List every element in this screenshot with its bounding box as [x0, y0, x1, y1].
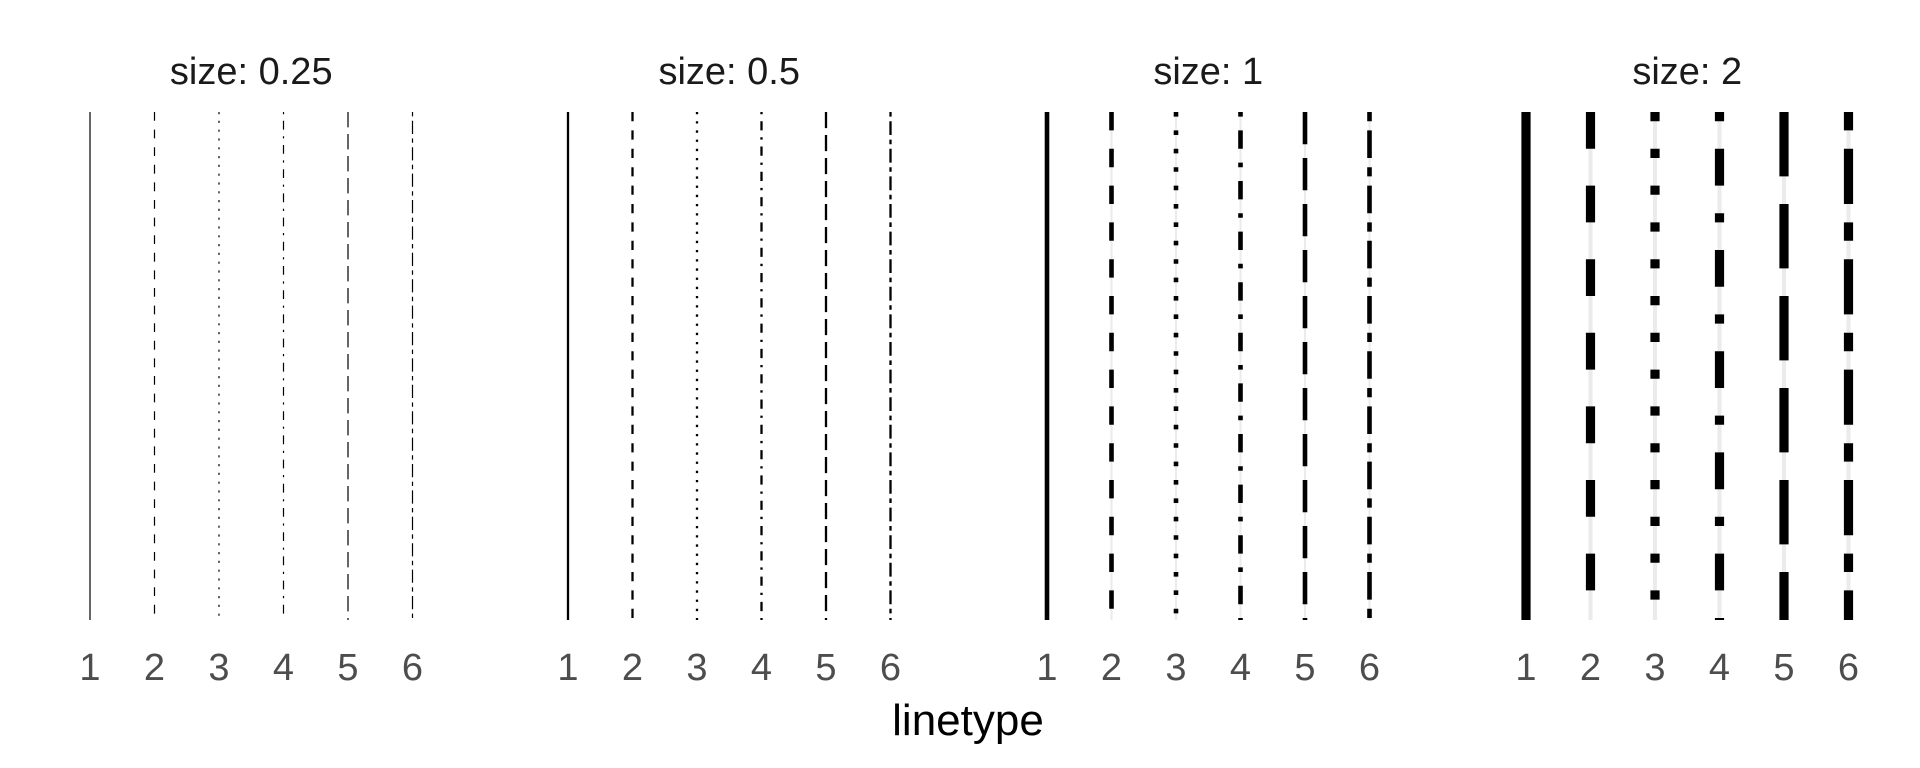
panel-title: size: 2	[1632, 51, 1742, 93]
x-tick-label: 5	[1773, 647, 1794, 689]
panel-1: size: 0.25 1 2 3 4 5 6	[79, 51, 423, 689]
panel-2: size: 0.5 1 2 3 4 5 6	[557, 51, 901, 689]
x-tick-label: 3	[686, 647, 707, 689]
x-tick-label: 1	[1036, 647, 1057, 689]
x-tick-label: 1	[1515, 647, 1536, 689]
panel-title: size: 0.25	[170, 51, 333, 93]
x-tick-label: 6	[880, 647, 901, 689]
panel-title: size: 0.5	[658, 51, 800, 93]
panel-4: size: 2 1 2 3 4 5 6	[1515, 51, 1859, 689]
x-tick-label: 2	[1580, 647, 1601, 689]
panel-3: size: 1 1 2 3 4 5 6	[1036, 51, 1380, 689]
x-tick-label: 2	[1101, 647, 1122, 689]
x-tick-label: 3	[208, 647, 229, 689]
x-axis-label: linetype	[892, 696, 1044, 745]
x-tick-label: 1	[79, 647, 100, 689]
x-tick-label: 5	[337, 647, 358, 689]
x-tick-label: 3	[1165, 647, 1186, 689]
x-tick-label: 6	[402, 647, 423, 689]
x-tick-label: 4	[751, 647, 772, 689]
x-tick-label: 5	[815, 647, 836, 689]
x-tick-label: 5	[1294, 647, 1315, 689]
x-tick-label: 1	[557, 647, 578, 689]
x-tick-label: 2	[144, 647, 165, 689]
x-tick-label: 2	[622, 647, 643, 689]
x-tick-label: 4	[1709, 647, 1730, 689]
panel-title: size: 1	[1153, 51, 1263, 93]
x-tick-label: 6	[1359, 647, 1380, 689]
x-tick-label: 4	[273, 647, 294, 689]
x-tick-label: 4	[1230, 647, 1251, 689]
x-tick-label: 6	[1838, 647, 1859, 689]
x-tick-label: 3	[1644, 647, 1665, 689]
